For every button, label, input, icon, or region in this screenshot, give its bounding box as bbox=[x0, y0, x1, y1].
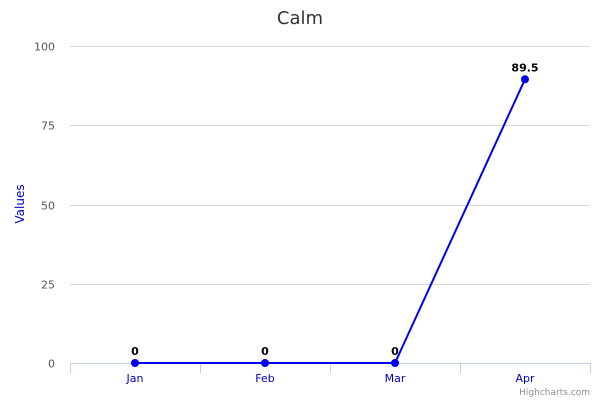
chart-title: Calm bbox=[277, 8, 323, 29]
grid-lines: 0 25 50 75 100 bbox=[34, 41, 590, 371]
data-point[interactable] bbox=[391, 359, 399, 367]
data-labels: 0 0 0 89.5 bbox=[131, 61, 538, 358]
data-point[interactable] bbox=[261, 359, 269, 367]
data-label: 89.5 bbox=[511, 61, 538, 74]
y-axis-label: Values bbox=[13, 184, 27, 223]
x-tick-label: Apr bbox=[515, 372, 535, 385]
x-tick-label: Mar bbox=[385, 372, 406, 385]
y-tick-label: 75 bbox=[41, 120, 55, 133]
x-tick-label: Jan bbox=[126, 372, 144, 385]
y-tick-label: 50 bbox=[41, 200, 55, 213]
y-tick-label: 0 bbox=[48, 358, 55, 371]
y-tick-label: 25 bbox=[41, 279, 55, 292]
y-tick-label: 100 bbox=[34, 41, 55, 54]
data-point[interactable] bbox=[131, 359, 139, 367]
series-values bbox=[131, 75, 529, 367]
x-axis: Jan Feb Mar Apr bbox=[70, 363, 591, 385]
data-point[interactable] bbox=[521, 75, 529, 83]
data-label: 0 bbox=[391, 345, 399, 358]
data-label: 0 bbox=[131, 345, 139, 358]
credits-link[interactable]: Highcharts.com bbox=[519, 388, 590, 398]
series-line bbox=[135, 79, 525, 363]
x-tick-label: Feb bbox=[255, 372, 274, 385]
data-label: 0 bbox=[261, 345, 269, 358]
